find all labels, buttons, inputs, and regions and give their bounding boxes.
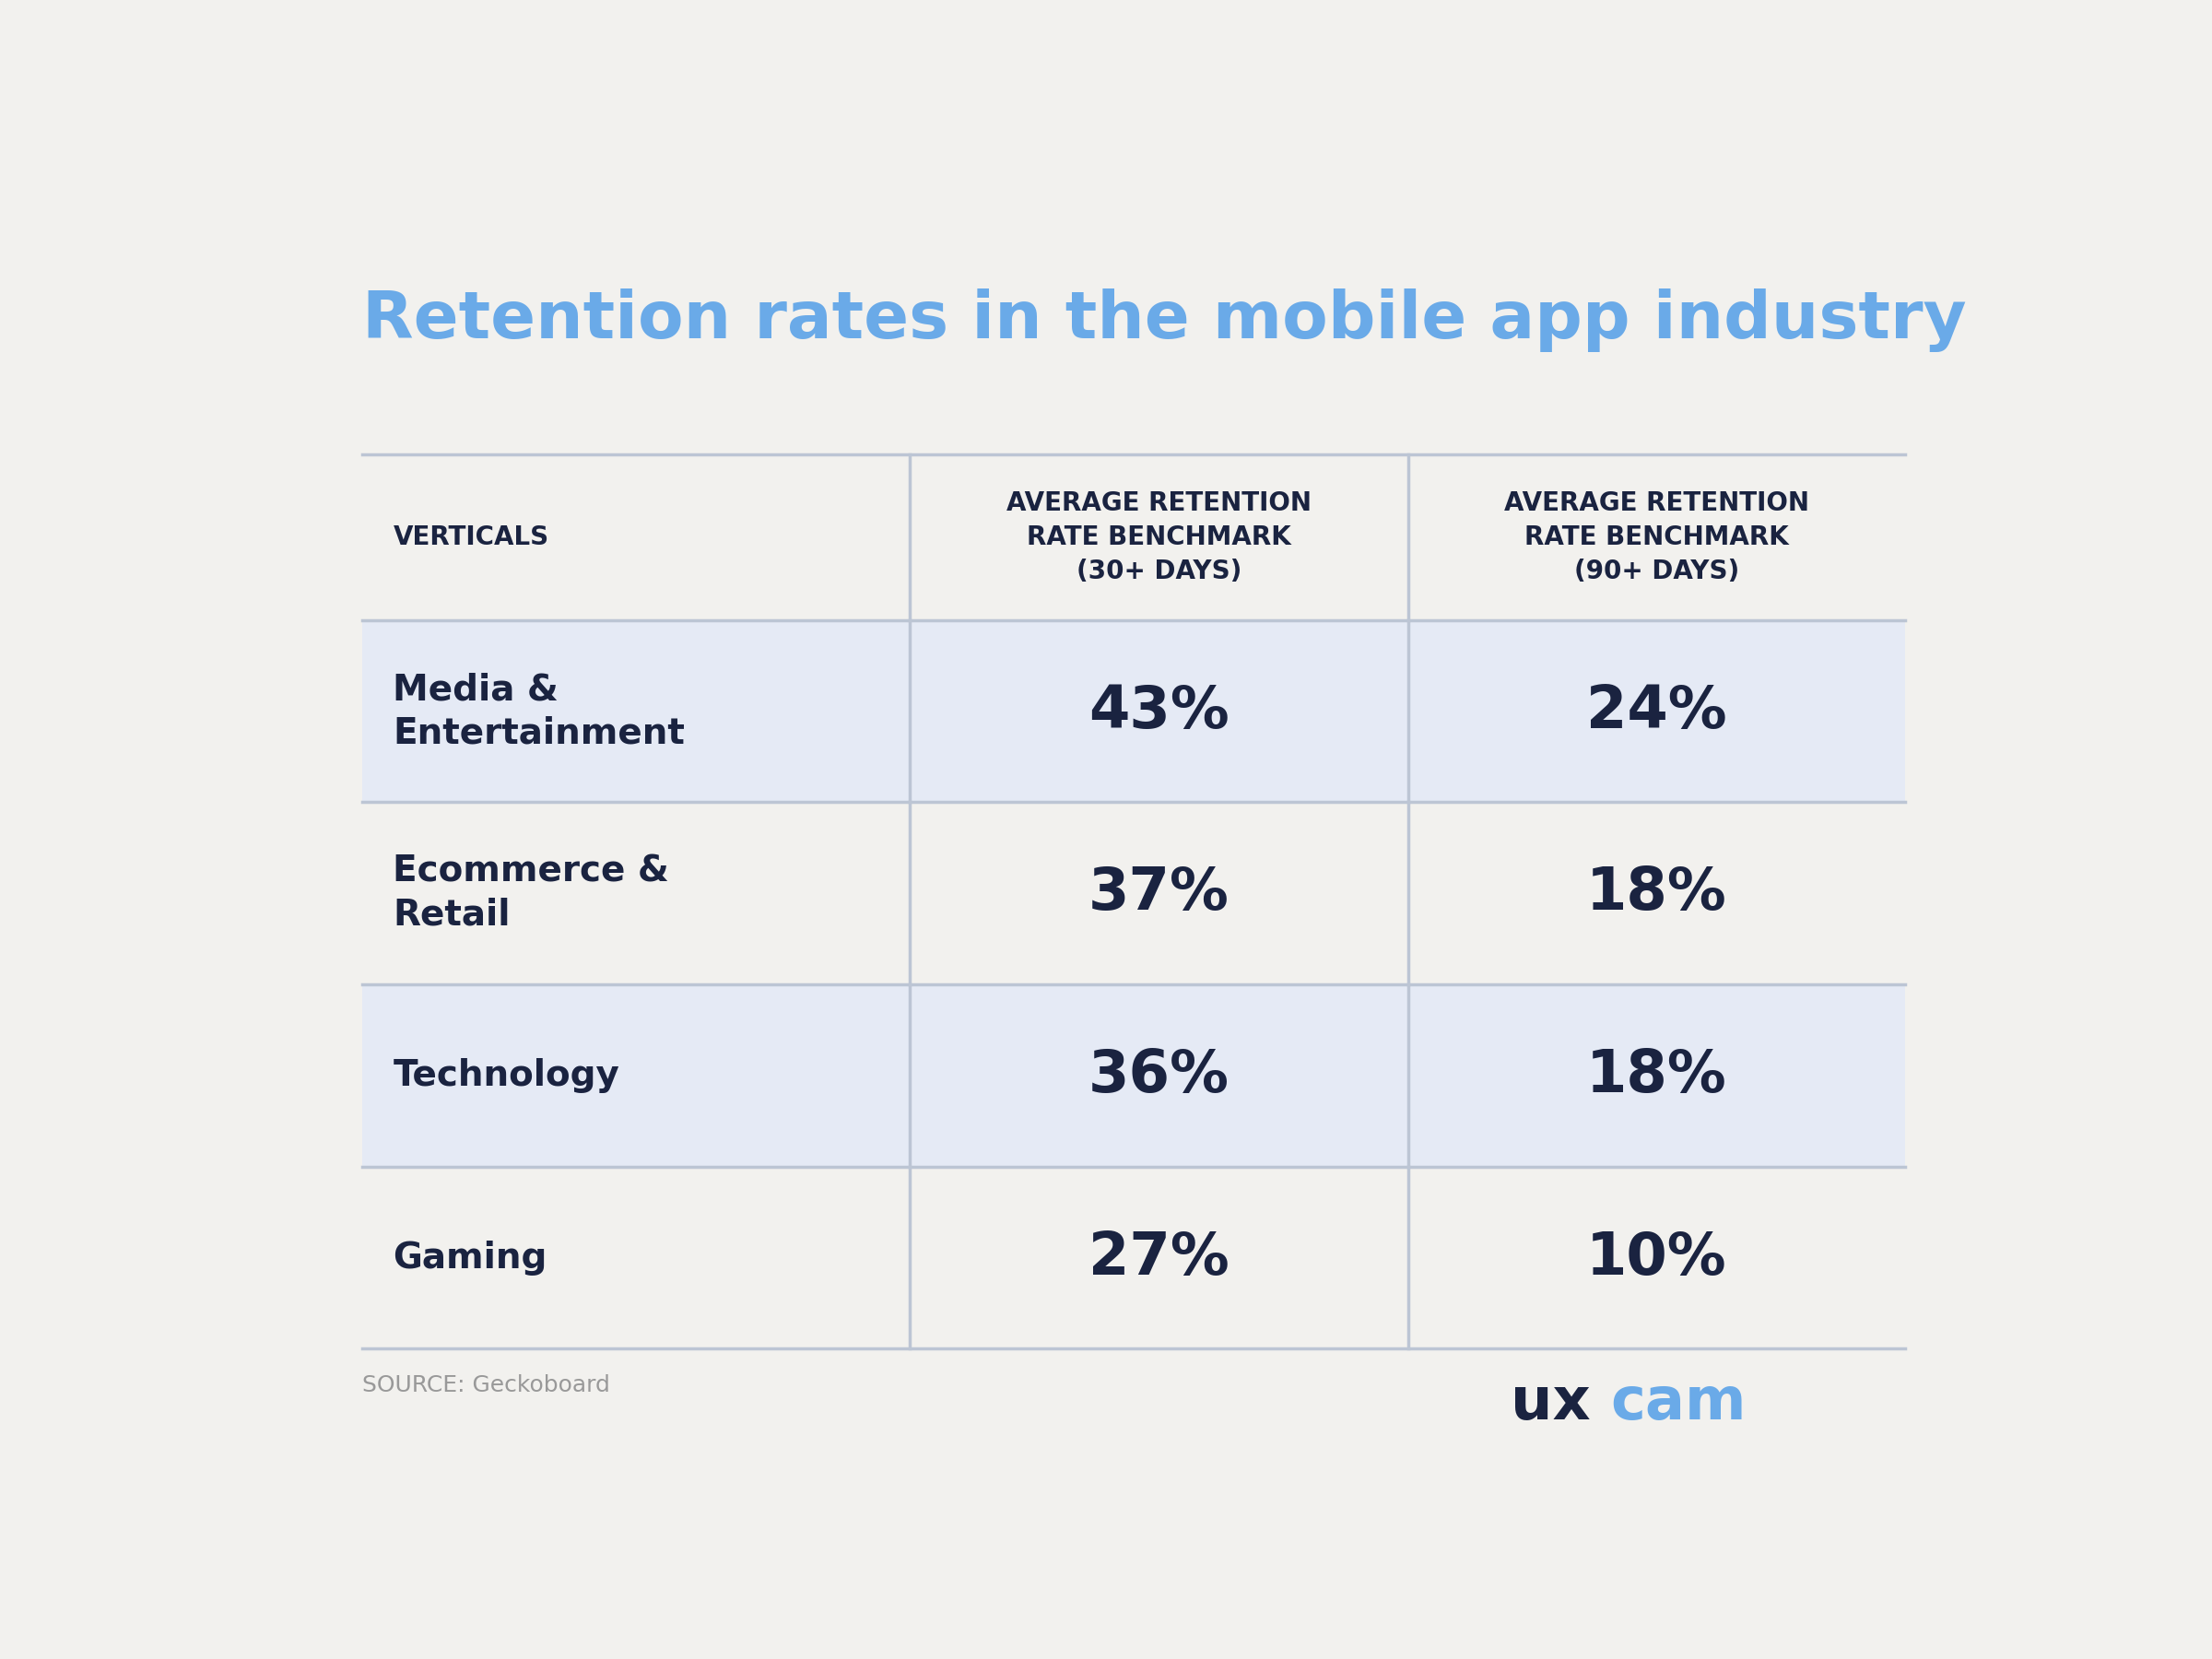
Text: Technology: Technology (394, 1058, 619, 1093)
Text: ux: ux (1511, 1374, 1590, 1432)
Text: 43%: 43% (1088, 682, 1230, 740)
Text: VERTICALS: VERTICALS (394, 524, 549, 551)
Text: Gaming: Gaming (394, 1241, 546, 1276)
Text: Media &
Entertainment: Media & Entertainment (394, 672, 686, 750)
Text: AVERAGE RETENTION
RATE BENCHMARK
(30+ DAYS): AVERAGE RETENTION RATE BENCHMARK (30+ DA… (1006, 491, 1312, 584)
Text: 10%: 10% (1586, 1229, 1728, 1286)
Text: Retention rates in the mobile app industry: Retention rates in the mobile app indust… (363, 289, 1966, 352)
Text: cam: cam (1610, 1374, 1745, 1432)
Text: SOURCE: Geckoboard: SOURCE: Geckoboard (363, 1374, 611, 1397)
Text: 18%: 18% (1586, 864, 1728, 922)
Text: 27%: 27% (1088, 1229, 1230, 1286)
Text: 24%: 24% (1586, 682, 1728, 740)
Text: Ecommerce &
Retail: Ecommerce & Retail (394, 854, 670, 932)
Text: 37%: 37% (1088, 864, 1230, 922)
Text: 36%: 36% (1088, 1047, 1230, 1103)
Text: AVERAGE RETENTION
RATE BENCHMARK
(90+ DAYS): AVERAGE RETENTION RATE BENCHMARK (90+ DA… (1504, 491, 1809, 584)
Text: 18%: 18% (1586, 1047, 1728, 1103)
